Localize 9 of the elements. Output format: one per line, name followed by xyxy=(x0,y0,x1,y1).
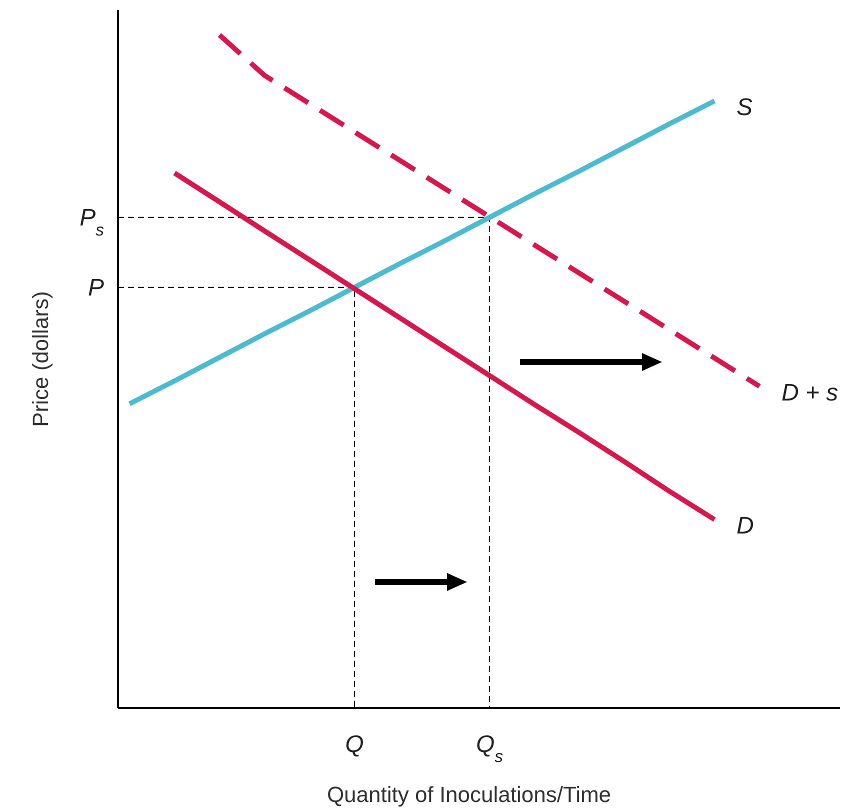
series-label: S xyxy=(736,94,753,121)
x-tick-label: Q$_{s}$ xyxy=(476,731,504,766)
ref-line-label: P xyxy=(88,274,104,302)
y-axis-title: Price (dollars) xyxy=(28,291,53,427)
x-axis-title: Quantity of Inoculations/Time xyxy=(326,782,612,807)
series-label: D + s xyxy=(782,379,838,406)
ref-line-label: P$_{s}$ xyxy=(80,204,105,239)
series-label: D xyxy=(736,512,754,540)
x-tick-label: Q xyxy=(345,731,364,758)
